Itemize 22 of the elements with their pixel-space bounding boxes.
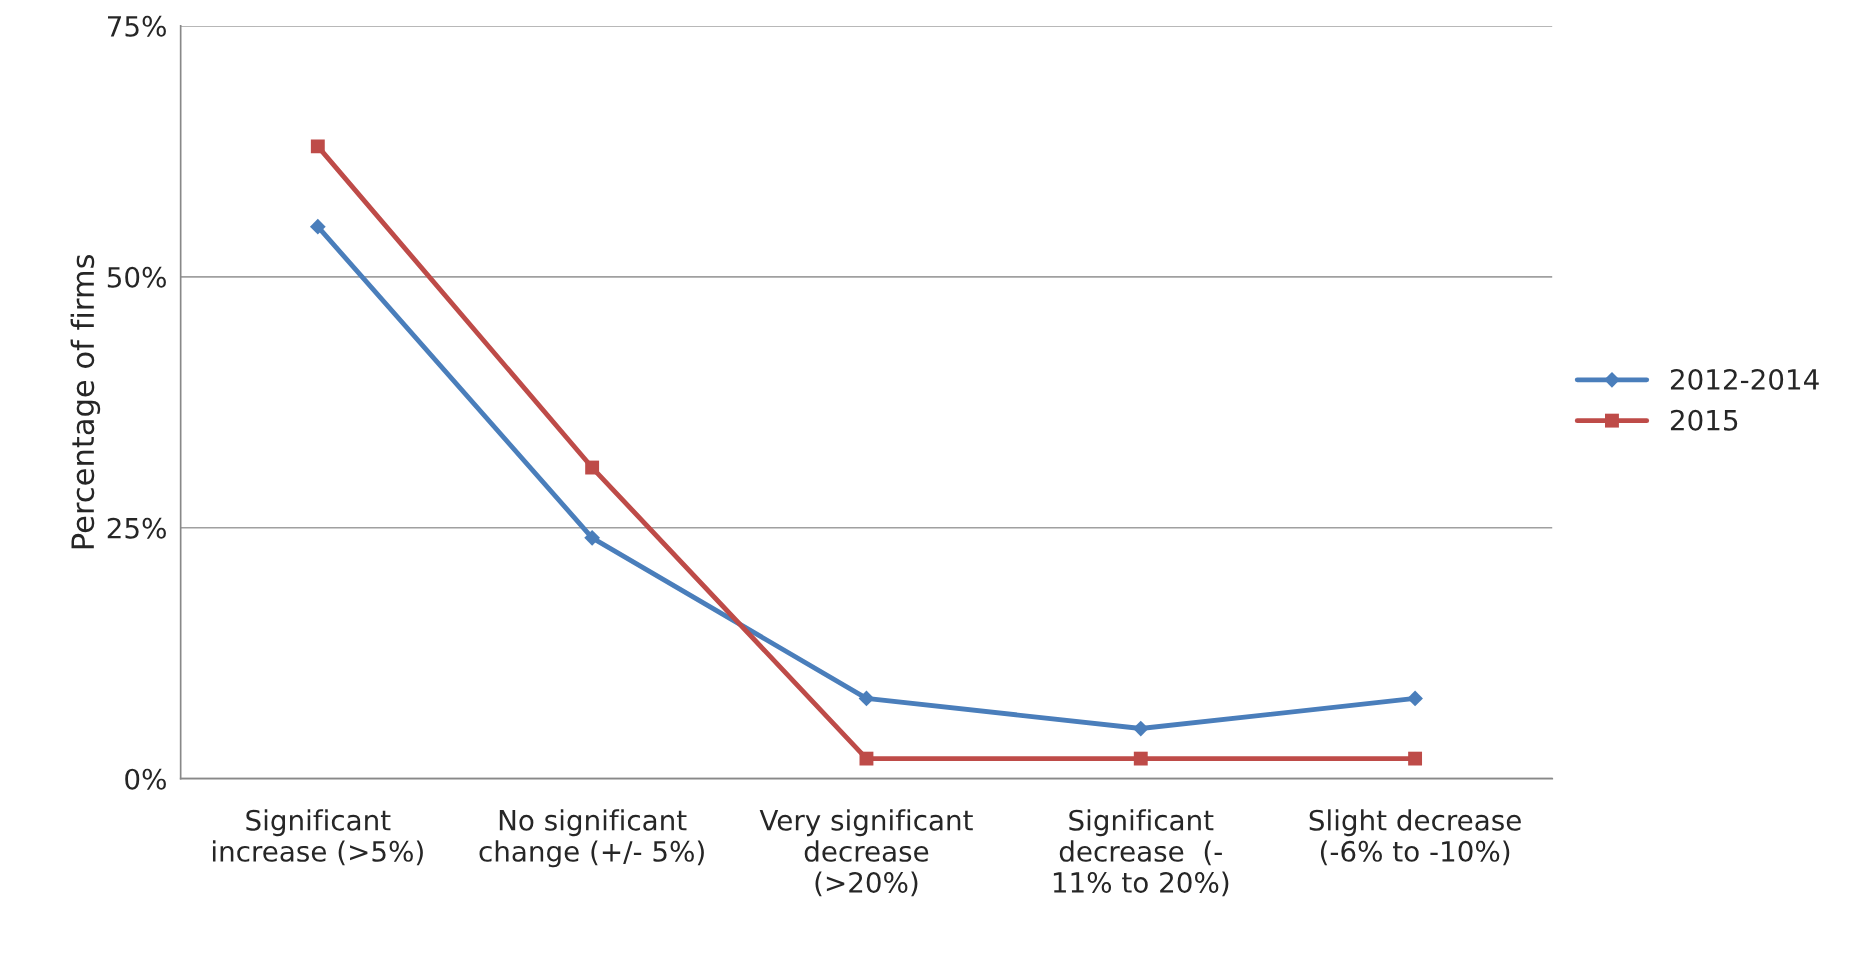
y-tick-label: 50% <box>107 266 166 288</box>
point <box>858 690 875 707</box>
legend-label: 2015 <box>1670 409 1738 431</box>
point <box>1132 720 1149 737</box>
x-tick-label: Significant increase (>5%) <box>212 809 423 866</box>
point <box>859 751 874 766</box>
y-axis-title: Percentage of firms <box>70 254 101 549</box>
y-tick-label: 75% <box>108 15 166 37</box>
x-tick-label: Very significant decrease (>20%) <box>759 809 973 897</box>
point <box>309 218 326 235</box>
legend-label: 2012-2014 <box>1670 368 1819 390</box>
x-tick-label: No significant change (+/- 5%) <box>479 809 704 868</box>
y-tick-label: 0% <box>125 768 166 790</box>
x-tick-label: Significant decrease (- 11% to 20%) <box>1053 809 1229 897</box>
point <box>1133 751 1148 766</box>
point <box>584 529 600 546</box>
point <box>1407 690 1423 707</box>
point <box>1408 751 1423 766</box>
point <box>310 139 325 154</box>
x-tick-label: Slight decrease (-6% to -10%) <box>1309 809 1521 866</box>
y-tick-label: 25% <box>107 517 166 539</box>
point <box>585 460 600 475</box>
